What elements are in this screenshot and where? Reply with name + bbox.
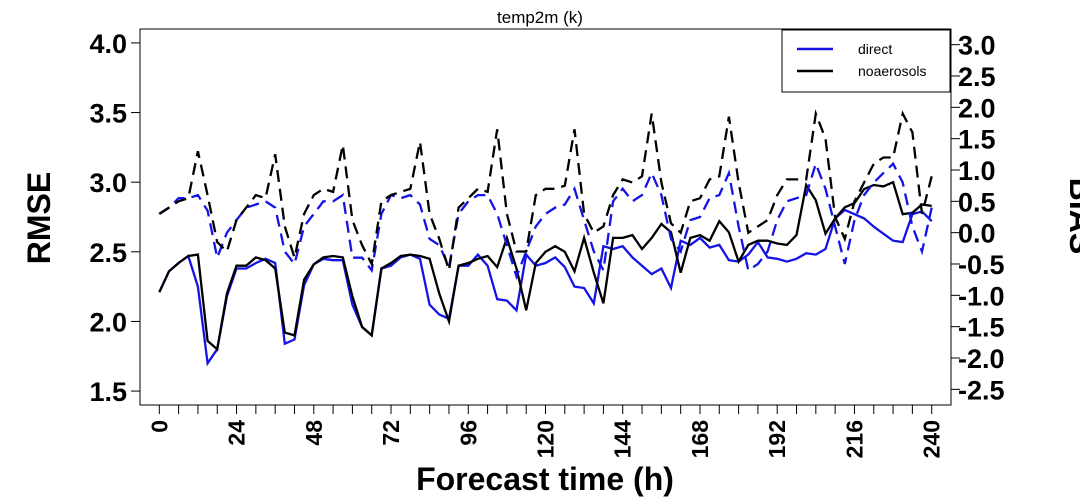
x-tick-label: 48 — [301, 420, 327, 446]
y-left-tick-label: 3.5 — [89, 99, 127, 129]
y-left-tick-label: 1.5 — [89, 377, 127, 407]
y-right-tick-label: 3.0 — [958, 31, 996, 61]
y-right-tick-label: 1.0 — [958, 156, 996, 186]
series-layer — [158, 109, 933, 367]
y-right-tick-label: -1.0 — [958, 281, 1005, 311]
x-tick-label: 192 — [764, 420, 790, 458]
y-left-tick-label: 4.0 — [89, 29, 127, 59]
y-left-tick-label: 2.5 — [89, 238, 127, 268]
x-tick-label: 0 — [146, 420, 172, 433]
legend-label-direct: direct — [858, 41, 892, 57]
x-axis-label: Forecast time (h) — [416, 461, 674, 497]
x-axis-ticks: 0 24 48 72 96 120 144 168 192 216 240 — [146, 405, 945, 459]
series-noaerosols-rmse-line — [158, 180, 932, 352]
y-right-tick-label: 2.5 — [958, 62, 996, 92]
series-direct-bias-line — [158, 160, 933, 281]
y-right-tick-label: 1.5 — [958, 125, 996, 155]
x-tick-label: 24 — [224, 420, 250, 446]
y-left-tick-label: 2.0 — [89, 307, 127, 337]
y-axis-left-label: RMSE — [21, 172, 57, 264]
legend: direct noaerosols — [781, 29, 951, 93]
y-right-tick-label: 2.0 — [958, 93, 996, 123]
chart-title: temp2m (k) — [497, 8, 583, 27]
y-right-tick-label: -2.5 — [958, 375, 1005, 405]
x-tick-label: 120 — [533, 420, 559, 458]
series-direct-rmse-line — [158, 208, 933, 367]
series-noaerosols-bias-line — [158, 109, 933, 271]
y-right-tick-label: -0.5 — [958, 250, 1005, 280]
y-right-tick-label: 0.0 — [958, 219, 996, 249]
legend-box — [781, 29, 951, 93]
y-right-tick-label: 0.5 — [958, 187, 996, 217]
left-axis-ticks: 1.5 2.0 2.5 3.0 3.5 4.0 — [89, 29, 140, 407]
y-left-tick-label: 3.0 — [89, 168, 127, 198]
x-tick-label: 168 — [687, 420, 713, 459]
right-axis-ticks: -2.5-2.0-1.5-1.0-0.50.00.51.01.52.02.53.… — [951, 31, 1005, 405]
y-right-tick-label: -2.0 — [958, 344, 1005, 374]
y-axis-right-label: BIAS — [1063, 178, 1080, 254]
x-tick-label: 216 — [841, 420, 867, 458]
x-tick-label: 72 — [378, 420, 404, 446]
x-tick-label: 96 — [455, 420, 481, 446]
x-tick-label: 240 — [919, 420, 945, 458]
y-right-tick-label: -1.5 — [958, 313, 1005, 343]
legend-label-noaerosols: noaerosols — [858, 63, 927, 79]
x-tick-label: 144 — [610, 420, 636, 459]
